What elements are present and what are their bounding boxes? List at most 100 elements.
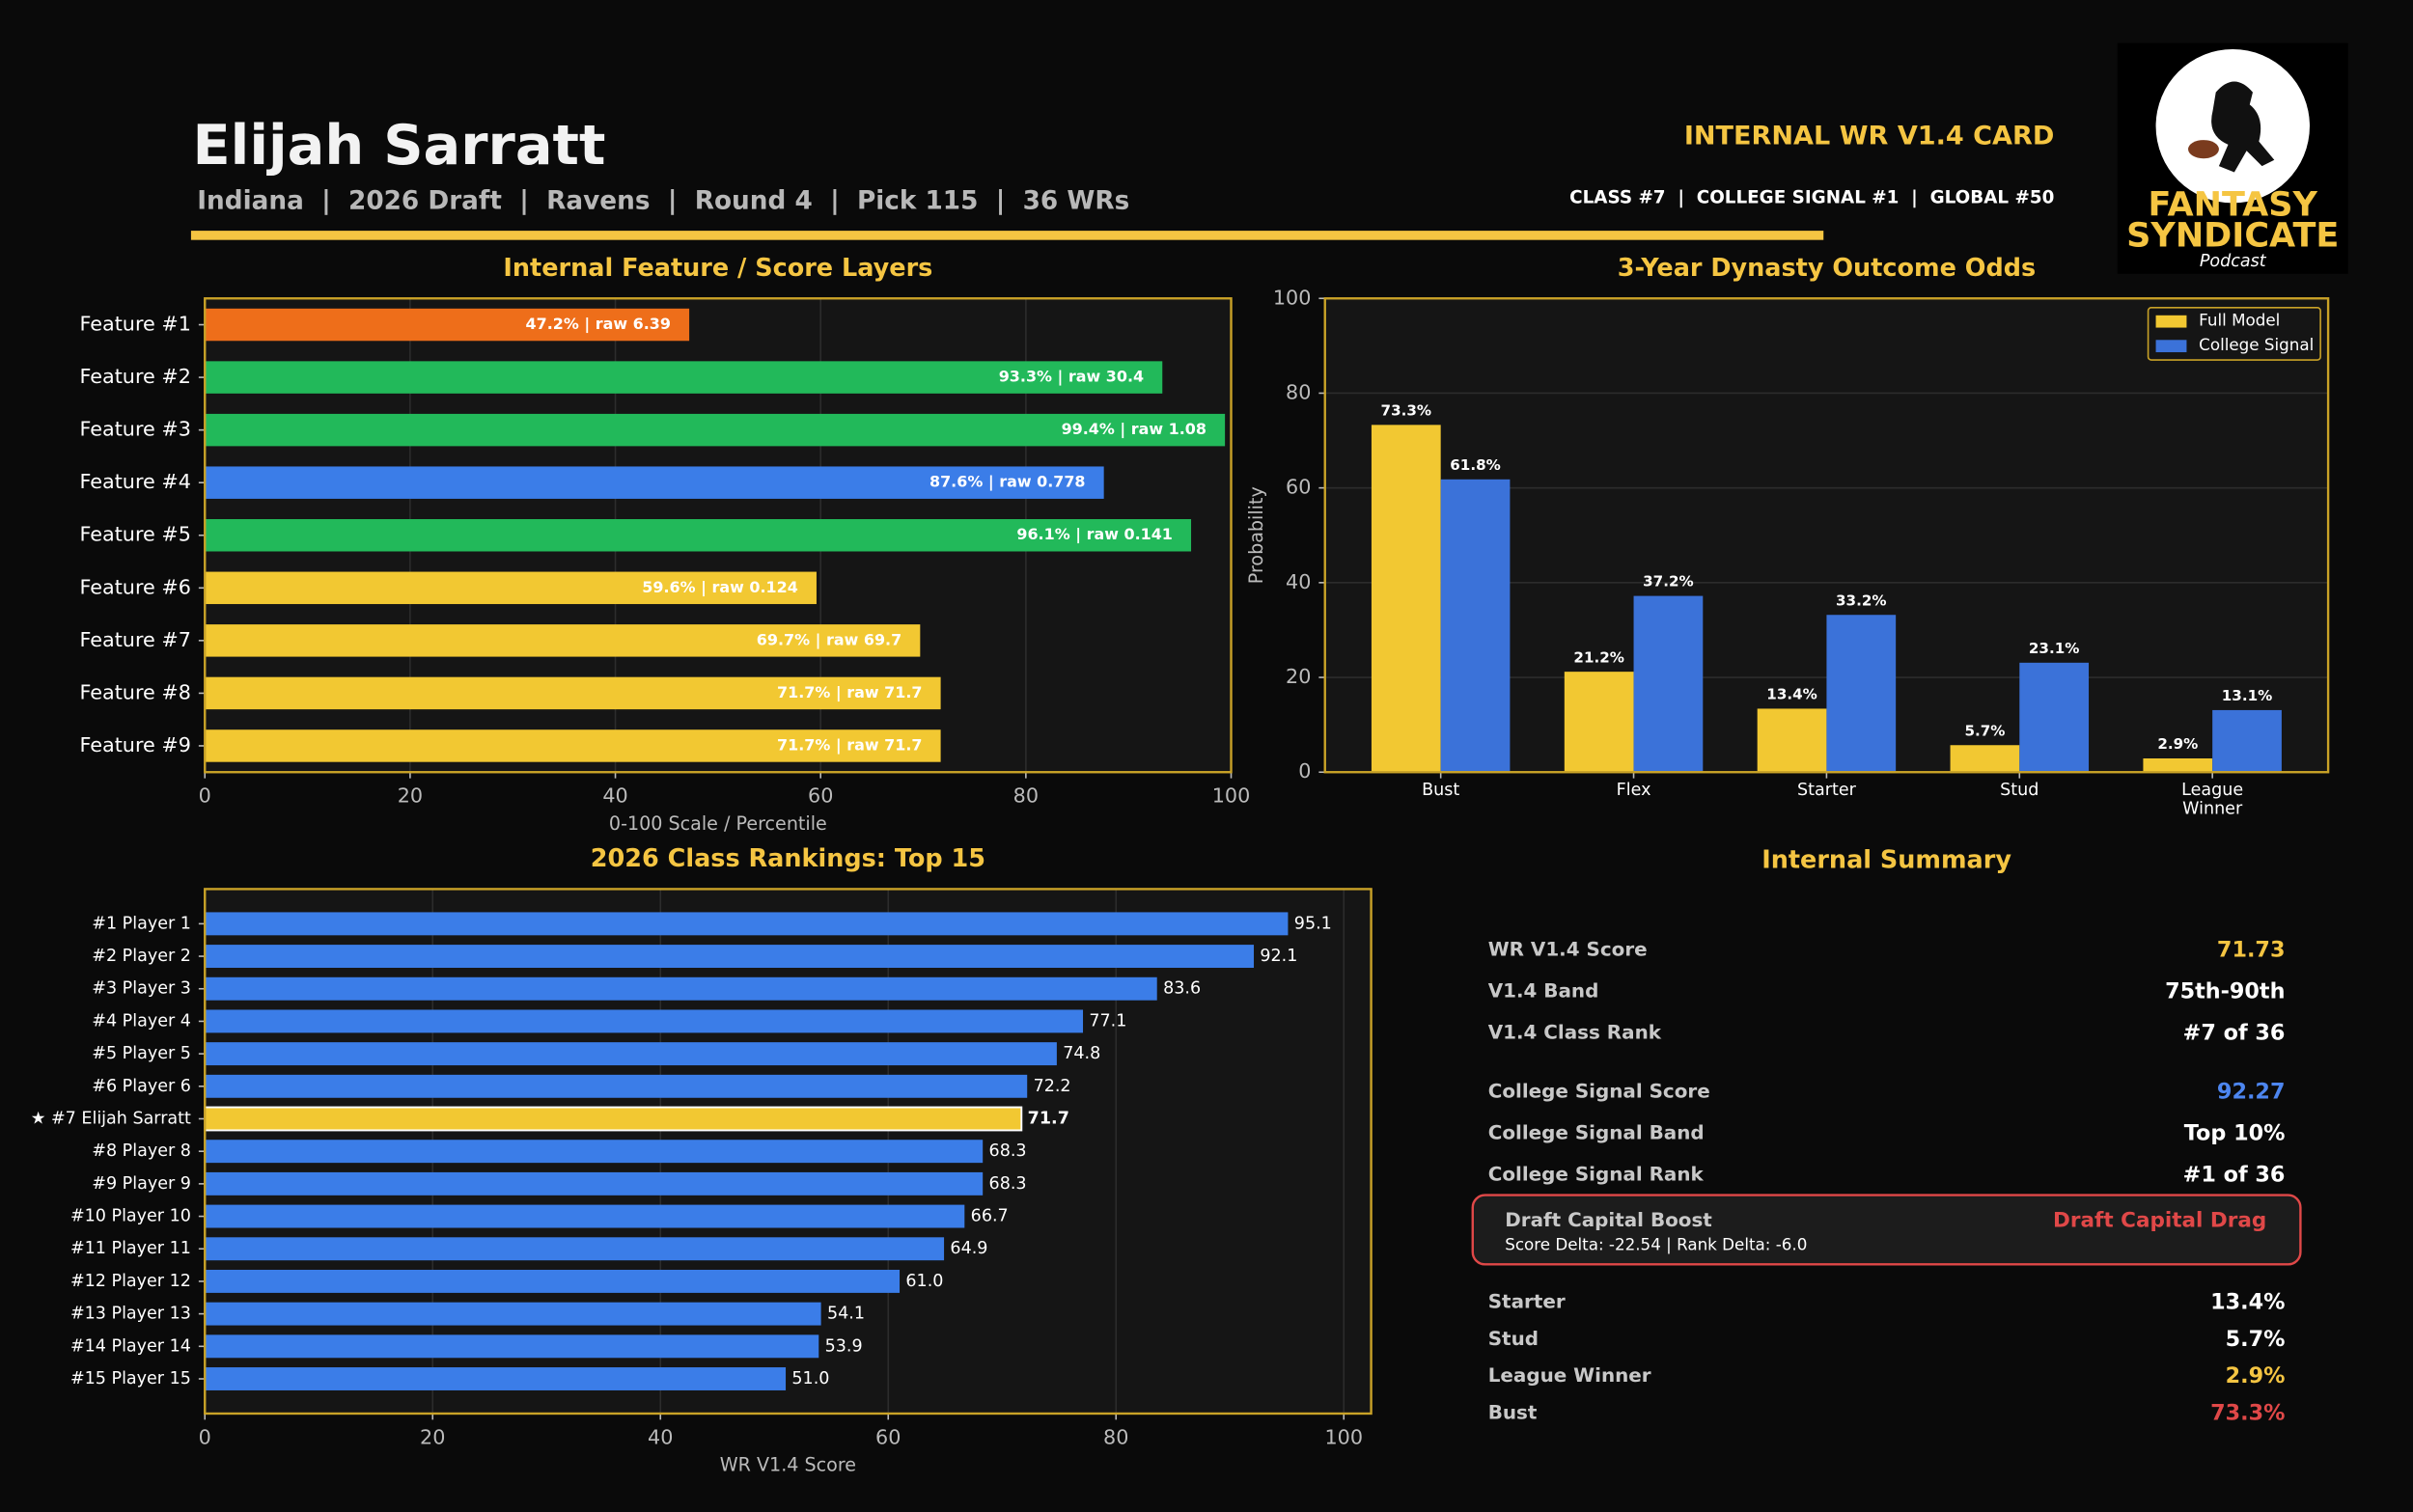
value-label: 5.7% xyxy=(1964,722,2005,739)
chart-title: 2026 Class Rankings: Top 15 xyxy=(591,844,985,873)
bar xyxy=(1826,615,1897,773)
y-tick-label: #4 Player 4 xyxy=(92,1011,191,1031)
y-tick-label: 0 xyxy=(1298,759,1311,783)
bar xyxy=(205,1237,945,1261)
logo-ball xyxy=(2188,140,2219,159)
summary-value: 5.7% xyxy=(2226,1327,2286,1352)
chart-title: 3-Year Dynasty Outcome Odds xyxy=(1618,254,2036,283)
value-label: 53.9 xyxy=(825,1336,863,1356)
summary-label: College Signal Band xyxy=(1488,1121,1705,1143)
bar xyxy=(205,1204,965,1228)
bar xyxy=(1440,479,1511,773)
plot-border xyxy=(204,888,1373,1416)
bar xyxy=(205,1009,1084,1033)
y-tick-label: #15 Player 15 xyxy=(70,1369,191,1388)
logo-line: Podcast xyxy=(2200,252,2267,271)
header-rule xyxy=(190,231,1824,240)
value-label: 72.2 xyxy=(1034,1077,1071,1096)
x-tick-label: 100 xyxy=(1212,784,1251,808)
bar xyxy=(1633,595,1704,773)
y-tick-label: #9 Player 9 xyxy=(92,1174,191,1194)
summary-label: V1.4 Band xyxy=(1488,980,1599,1003)
bar xyxy=(205,519,1192,552)
chart: 2026 Class Rankings: Top 15 0 20 40 60 80 100 W… xyxy=(31,844,1373,1476)
y-tick-label: Feature #1 xyxy=(79,313,190,336)
value-label: 64.9 xyxy=(950,1239,987,1258)
summary-label: V1.4 Class Rank xyxy=(1488,1022,1662,1044)
bar xyxy=(205,1334,819,1359)
y-tick-label: Feature #5 xyxy=(79,523,190,546)
value-label: 95.1 xyxy=(1294,914,1332,933)
chart: 3-Year Dynasty Outcome Odds 0 20 40 60 80 100 P… xyxy=(1245,254,2330,819)
y-tick-label: Feature #2 xyxy=(79,365,190,388)
x-tick-label-box: Starter xyxy=(1797,782,1856,799)
summary-label: League Winner xyxy=(1488,1364,1651,1387)
alert-box xyxy=(1471,1194,2302,1266)
summary-label: Bust xyxy=(1488,1401,1538,1423)
y-tick-label: #8 Player 8 xyxy=(92,1141,191,1161)
value-label: 68.3 xyxy=(989,1141,1027,1161)
y-tick-label: #6 Player 6 xyxy=(92,1077,191,1096)
bar xyxy=(205,1140,984,1164)
legend-swatch xyxy=(2155,315,2187,328)
bar xyxy=(2212,709,2282,773)
summary-value: #7 of 36 xyxy=(2183,1021,2286,1046)
y-tick-label: #1 Player 1 xyxy=(92,914,191,933)
y-tick-label: #13 Player 13 xyxy=(70,1305,191,1324)
summary-label: Stud xyxy=(1488,1328,1539,1350)
y-tick-label: #5 Player 5 xyxy=(92,1044,191,1063)
x-tick-label-box: Flex xyxy=(1617,782,1651,799)
x-tick-label-box: Stud xyxy=(2000,781,2039,800)
value-label: 59.6% | raw 0.124 xyxy=(642,578,798,597)
x-tick-label: 20 xyxy=(420,1425,445,1448)
value-label: 92.1 xyxy=(1260,947,1297,966)
x-tick-label: 60 xyxy=(875,1425,901,1448)
logo-line: FANTASY xyxy=(2149,185,2318,225)
value-label: 99.4% | raw 1.08 xyxy=(1062,420,1206,439)
value-label: 21.2% xyxy=(1573,648,1623,666)
value-label: 33.2% xyxy=(1836,591,1886,609)
summary-label: Starter xyxy=(1488,1291,1566,1313)
alert-label: Draft Capital Boost xyxy=(1505,1209,1712,1231)
summary-value: 2.9% xyxy=(2226,1363,2286,1388)
chart-title: Internal Feature / Score Layers xyxy=(503,254,932,283)
value-label: 87.6% | raw 0.778 xyxy=(929,473,1086,492)
value-label: 73.3% xyxy=(1381,402,1431,420)
summary-value: 13.4% xyxy=(2210,1290,2285,1315)
value-label: 69.7% | raw 69.7 xyxy=(757,630,901,649)
bar xyxy=(204,1106,1023,1132)
summary-label: WR V1.4 Score xyxy=(1488,939,1648,961)
value-label: 77.1 xyxy=(1089,1011,1126,1031)
bar xyxy=(205,413,1226,447)
y-tick-label: 80 xyxy=(1286,380,1311,403)
value-label: 93.3% | raw 30.4 xyxy=(999,368,1144,387)
logo-figure xyxy=(2211,81,2275,173)
plot-border xyxy=(1323,297,2330,774)
y-tick-label: Feature #8 xyxy=(79,680,190,703)
value-label: 96.1% | raw 0.141 xyxy=(1016,525,1173,544)
x-tick-label: 100 xyxy=(1324,1425,1363,1448)
x-axis-label: WR V1.4 Score xyxy=(720,1454,856,1476)
x-tick-label-box: League Winner xyxy=(2181,781,2244,819)
bar xyxy=(2143,757,2213,773)
card-title: INTERNAL WR V1.4 CARD xyxy=(1684,121,2055,151)
summary-panel: Internal Summary WR V1.4 Score 71.73 V1.4 B… xyxy=(1471,846,2302,1425)
summary-value: 92.27 xyxy=(2217,1079,2286,1104)
alert-detail: Score Delta: -22.54 | Rank Delta: -6.0 xyxy=(1505,1235,1807,1254)
legend-label: Full Model xyxy=(2199,311,2280,330)
value-label: 68.3 xyxy=(989,1174,1027,1194)
x-tick-label: League Winner xyxy=(2181,781,2244,819)
y-tick-label: 20 xyxy=(1286,665,1311,688)
legend-box xyxy=(2147,307,2321,361)
y-tick-label: 100 xyxy=(1273,286,1312,309)
summary-value: 73.3% xyxy=(2210,1400,2285,1425)
summary-title: Internal Summary xyxy=(1761,846,2011,875)
y-axis-label: Probability xyxy=(1245,486,1267,584)
x-tick-label: Stud xyxy=(2000,781,2039,800)
player-name: Elijah Sarratt xyxy=(192,113,605,178)
x-axis-label: 0-100 Scale / Percentile xyxy=(609,812,827,835)
summary-value: Top 10% xyxy=(2184,1120,2286,1145)
x-tick-label: 80 xyxy=(1103,1425,1128,1448)
x-tick-label: 20 xyxy=(398,784,423,808)
